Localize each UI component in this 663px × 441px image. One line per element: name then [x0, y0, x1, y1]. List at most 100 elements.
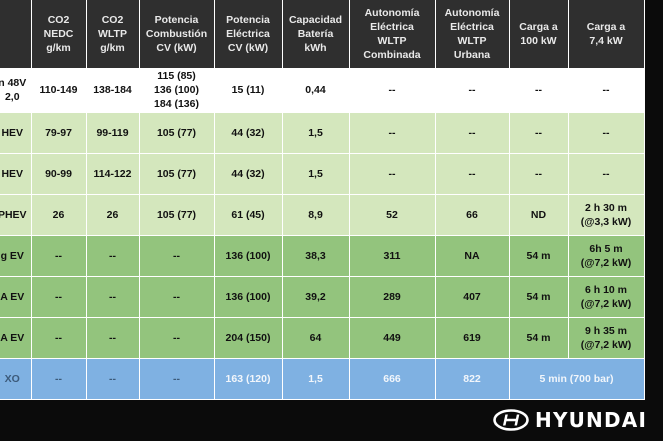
cell-charge-100kw: --	[509, 112, 569, 154]
header-charge-7kw: Carga a 7,4 kW	[568, 0, 645, 69]
cell-co2-wltp: 114-122	[86, 153, 140, 195]
cell-co2-wltp: 138-184	[86, 68, 140, 113]
cell-range-combined: --	[349, 68, 436, 113]
cell-electric-power: 136 (100)	[214, 276, 283, 318]
cell-electric-power: 61 (45)	[214, 194, 283, 236]
cell-range-urban: --	[435, 112, 510, 154]
cell-co2-nedc: --	[31, 317, 87, 359]
cell-battery: 8,9	[282, 194, 350, 236]
cell-range-urban: 619	[435, 317, 510, 359]
cell-co2-nedc: 79-97	[31, 112, 87, 154]
header-model	[0, 0, 32, 69]
cell-charge-7kw: --	[568, 68, 645, 113]
row-model: XO	[4, 372, 20, 385]
cell-charge-7kw: 6 h 10 m (@7,2 kW)	[568, 276, 645, 318]
table-row: A EV -- -- -- 204 (150) 64 449 619 54 m …	[0, 317, 645, 359]
table-row: PHEV 26 26 105 (77) 61 (45) 8,9 52 66 ND…	[0, 194, 645, 236]
table-row: g EV -- -- -- 136 (100) 38,3 311 NA 54 m…	[0, 235, 645, 277]
table-row: A EV -- -- -- 136 (100) 39,2 289 407 54 …	[0, 276, 645, 318]
cell-range-combined: 52	[349, 194, 436, 236]
cell-electric-power: 15 (11)	[214, 68, 283, 113]
header-battery-capacity: Capacidad Batería kWh	[282, 0, 350, 69]
brand-name: HYUNDAI	[535, 408, 648, 432]
row-model: n 48V 2,0	[0, 77, 27, 103]
cell-range-urban: --	[435, 68, 510, 113]
brand-logo: HYUNDAI	[493, 407, 647, 433]
header-charge-100kw: Carga a 100 kW	[509, 0, 569, 69]
cell-range-urban: 407	[435, 276, 510, 318]
header-range-combined: Autonomía Eléctrica WLTP Combinada	[349, 0, 436, 69]
cell-electric-power: 44 (32)	[214, 112, 283, 154]
cell-range-urban: 822	[435, 358, 510, 400]
row-model: HEV	[1, 126, 24, 139]
cell-combustion-power: --	[139, 358, 215, 400]
spec-table: CO2 NEDC g/km CO2 WLTP g/km Potencia Com…	[0, 0, 645, 400]
table-row: HEV 90-99 114-122 105 (77) 44 (32) 1,5 -…	[0, 153, 645, 195]
cell-co2-wltp: 99-119	[86, 112, 140, 154]
cell-charge-100kw: 54 m	[509, 235, 569, 277]
table-row: XO -- -- -- 163 (120) 1,5 666 822 5 min …	[0, 358, 645, 400]
cell-battery: 1,5	[282, 358, 350, 400]
cell-combustion-power: --	[139, 317, 215, 359]
cell-range-combined: --	[349, 153, 436, 195]
row-model: PHEV	[0, 208, 27, 221]
cell-combustion-power: --	[139, 235, 215, 277]
cell-co2-wltp: --	[86, 317, 140, 359]
cell-battery: 64	[282, 317, 350, 359]
cell-charge-100kw: 54 m	[509, 276, 569, 318]
table-row: n 48V 2,0 110-149 138-184 115 (85) 136 (…	[0, 68, 645, 113]
cell-charge-7kw: --	[568, 153, 645, 195]
cell-charge-7kw: 6h 5 m (@7,2 kW)	[568, 235, 645, 277]
cell-range-combined: 289	[349, 276, 436, 318]
cell-combustion-power: 105 (77)	[139, 194, 215, 236]
cell-range-urban: 66	[435, 194, 510, 236]
cell-co2-nedc: 110-149	[31, 68, 87, 113]
cell-electric-power: 204 (150)	[214, 317, 283, 359]
header-combustion-power: Potencia Combustión CV (kW)	[139, 0, 215, 69]
cell-range-combined: 449	[349, 317, 436, 359]
cell-battery: 1,5	[282, 153, 350, 195]
row-model: g EV	[0, 249, 24, 262]
cell-battery: 38,3	[282, 235, 350, 277]
row-model: A EV	[0, 290, 25, 303]
cell-co2-nedc: --	[31, 235, 87, 277]
cell-range-urban: NA	[435, 235, 510, 277]
cell-electric-power: 44 (32)	[214, 153, 283, 195]
header-co2-wltp: CO2 WLTP g/km	[86, 0, 140, 69]
header-range-urban: Autonomía Eléctrica WLTP Urbana	[435, 0, 510, 69]
cell-combustion-power: 105 (77)	[139, 112, 215, 154]
cell-combustion-power: 105 (77)	[139, 153, 215, 195]
cell-charge-7kw: 2 h 30 m (@3,3 kW)	[568, 194, 645, 236]
cell-co2-wltp: --	[86, 358, 140, 400]
table-row: HEV 79-97 99-119 105 (77) 44 (32) 1,5 --…	[0, 112, 645, 154]
cell-range-combined: 311	[349, 235, 436, 277]
cell-co2-nedc: --	[31, 358, 87, 400]
header-row: CO2 NEDC g/km CO2 WLTP g/km Potencia Com…	[0, 0, 645, 69]
cell-charge-7kw: --	[568, 112, 645, 154]
cell-combustion-power: 115 (85) 136 (100) 184 (136)	[139, 68, 215, 113]
cell-combustion-power: --	[139, 276, 215, 318]
cell-battery: 1,5	[282, 112, 350, 154]
cell-range-combined: --	[349, 112, 436, 154]
header-electric-power: Potencia Eléctrica CV (kW)	[214, 0, 283, 69]
row-model: A EV	[0, 331, 25, 344]
cell-battery: 0,44	[282, 68, 350, 113]
cell-co2-nedc: 90-99	[31, 153, 87, 195]
cell-charge-100kw: ND	[509, 194, 569, 236]
cell-range-combined: 666	[349, 358, 436, 400]
cell-co2-wltp: --	[86, 276, 140, 318]
cell-range-urban: --	[435, 153, 510, 195]
cell-co2-nedc: 26	[31, 194, 87, 236]
cell-co2-nedc: --	[31, 276, 87, 318]
cell-co2-wltp: --	[86, 235, 140, 277]
hyundai-logo-icon	[493, 409, 529, 431]
cell-electric-power: 163 (120)	[214, 358, 283, 400]
cell-battery: 39,2	[282, 276, 350, 318]
header-co2-nedc: CO2 NEDC g/km	[31, 0, 87, 69]
cell-charge-7kw: 9 h 35 m (@7,2 kW)	[568, 317, 645, 359]
row-model: HEV	[1, 167, 24, 180]
cell-charge-combined: 5 min (700 bar)	[509, 358, 645, 400]
cell-co2-wltp: 26	[86, 194, 140, 236]
cell-charge-100kw: 54 m	[509, 317, 569, 359]
